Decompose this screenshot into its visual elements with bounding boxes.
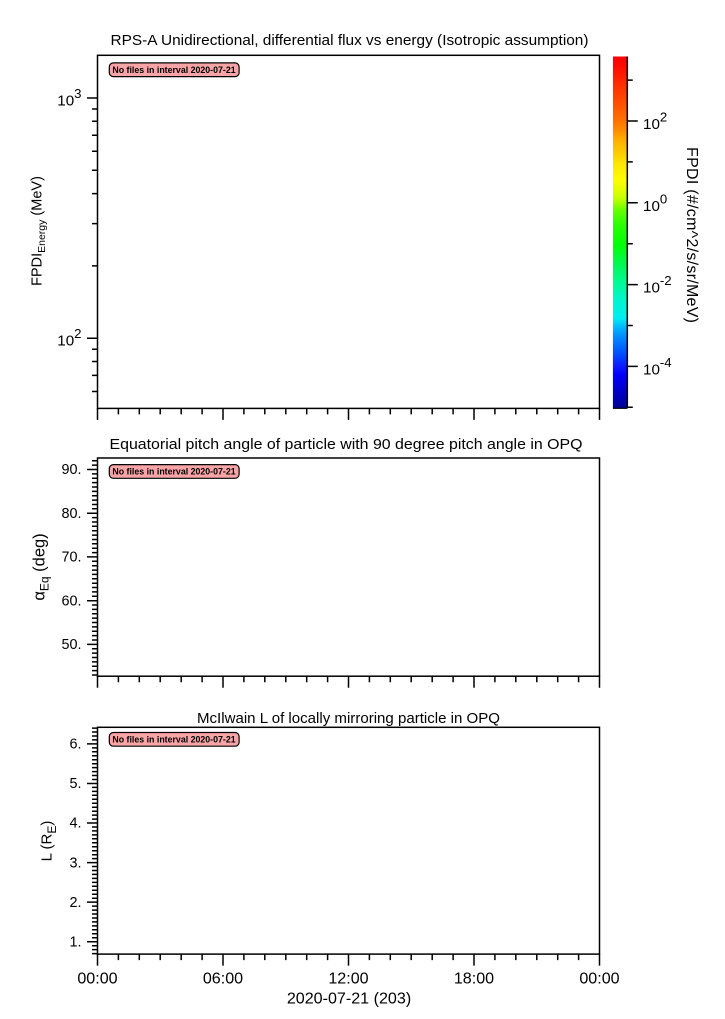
- svg-text:FPDI (#/cm^2/s/sr/MeV): FPDI (#/cm^2/s/sr/MeV): [683, 147, 700, 323]
- svg-text:RPS-A Unidirectional, differen: RPS-A Unidirectional, differential flux …: [111, 33, 589, 49]
- svg-text:12:00: 12:00: [328, 969, 368, 987]
- svg-text:1.: 1.: [69, 934, 81, 950]
- svg-text:90.: 90.: [61, 462, 81, 478]
- svg-text:No files in interval 2020-07-2: No files in interval 2020-07-21: [112, 65, 235, 75]
- svg-text:80.: 80.: [61, 506, 81, 522]
- svg-text:2.: 2.: [69, 895, 81, 911]
- svg-text:70.: 70.: [61, 550, 81, 566]
- svg-text:2020-07-21 (203): 2020-07-21 (203): [287, 990, 411, 1008]
- svg-text:No files in interval 2020-07-2: No files in interval 2020-07-21: [112, 467, 235, 477]
- svg-text:No files in interval 2020-07-2: No files in interval 2020-07-21: [112, 735, 235, 745]
- svg-text:3.: 3.: [69, 855, 81, 871]
- svg-text:McIlwain L of locally mirrorin: McIlwain L of locally mirroring particle…: [197, 711, 500, 727]
- svg-text:Equatorial pitch angle of part: Equatorial pitch angle of particle with …: [110, 437, 583, 453]
- svg-text:00:00: 00:00: [579, 969, 619, 987]
- svg-text:00:00: 00:00: [77, 969, 117, 987]
- svg-text:4.: 4.: [69, 816, 81, 832]
- svg-text:FPDIEnergy (MeV): FPDIEnergy (MeV): [30, 176, 49, 286]
- svg-text:6.: 6.: [69, 737, 81, 753]
- svg-text:18:00: 18:00: [454, 969, 494, 987]
- svg-text:60.: 60.: [61, 593, 81, 609]
- svg-text:5.: 5.: [69, 776, 81, 792]
- svg-text:06:00: 06:00: [203, 969, 243, 987]
- svg-text:50.: 50.: [61, 637, 81, 653]
